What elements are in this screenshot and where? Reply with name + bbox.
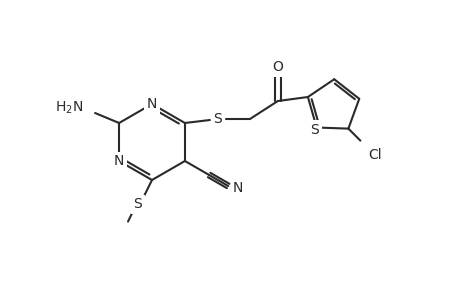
Text: H$_2$N: H$_2$N [55,100,83,116]
Text: O: O [272,60,283,74]
Text: N: N [233,181,243,195]
Text: N: N [114,154,124,168]
Text: Cl: Cl [368,148,381,162]
Text: S: S [213,112,222,126]
Text: N: N [146,97,157,111]
Text: S: S [310,122,319,136]
Text: S: S [133,197,142,211]
